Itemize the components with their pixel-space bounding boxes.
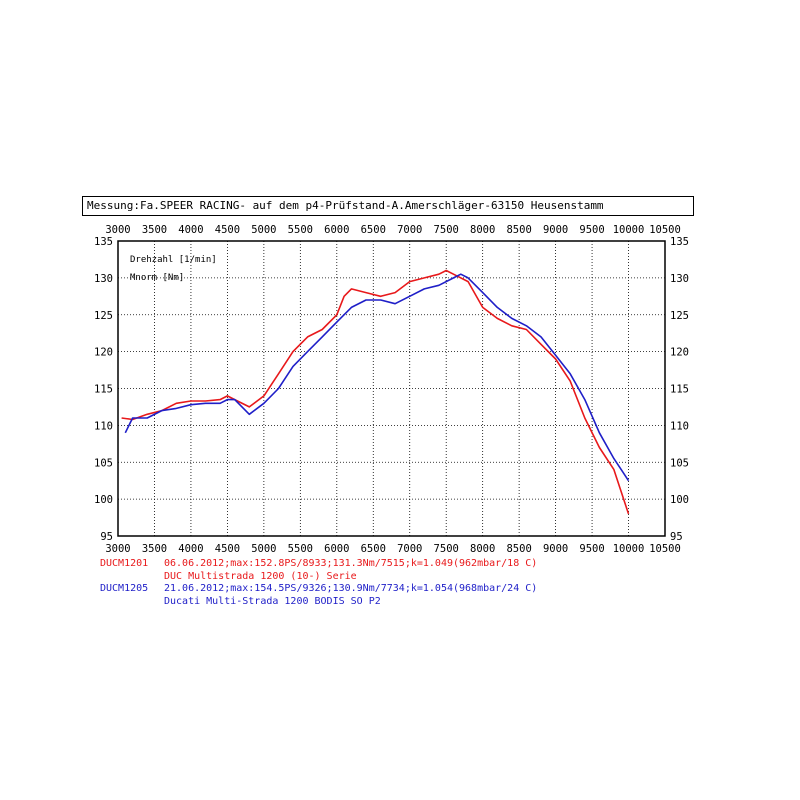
x-tick-label-top: 5000 (251, 224, 276, 236)
x-tick-label-top: 4000 (178, 224, 203, 236)
legend-run1-id: DUCM1201 (100, 558, 149, 569)
x-tick-label-bottom: 9000 (543, 543, 568, 555)
x-tick-label-bottom: 6000 (324, 543, 349, 555)
y-tick-label-left: 120 (94, 347, 113, 359)
y-tick-label-right: 120 (670, 347, 689, 359)
y-tick-label-left: 100 (94, 494, 113, 506)
y-tick-label-left: 125 (94, 310, 113, 322)
y-tick-label-right: 100 (670, 494, 689, 506)
x-tick-label-bottom: 3000 (105, 543, 130, 555)
x-tick-label-top: 6000 (324, 224, 349, 236)
x-tick-label-top: 9000 (543, 224, 568, 236)
x-tick-label-bottom: 7500 (434, 543, 459, 555)
x-tick-label-bottom: 10000 (613, 543, 645, 555)
x-tick-label-top: 6500 (361, 224, 386, 236)
y-tick-label-right: 115 (670, 384, 689, 396)
x-tick-label-top: 3000 (105, 224, 130, 236)
y-tick-label-left: 105 (94, 457, 113, 469)
x-tick-label-top: 7500 (434, 224, 459, 236)
y-tick-label-left: 130 (94, 273, 113, 285)
x-tick-label-top: 10500 (649, 224, 681, 236)
series-line-ducm1205 (124, 273, 630, 482)
measurement-title: Messung:Fa.SPEER RACING- auf dem p4-Prüf… (82, 196, 694, 216)
y-tick-label-right: 105 (670, 457, 689, 469)
y-tick-label-left: 110 (94, 420, 113, 432)
x-tick-label-bottom: 5000 (251, 543, 276, 555)
x-tick-label-top: 10000 (613, 224, 645, 236)
x-tick-label-top: 3500 (142, 224, 167, 236)
y-axis-label: Mnorm [Nm] (130, 273, 184, 283)
x-tick-label-top: 8000 (470, 224, 495, 236)
x-tick-label-bottom: 4000 (178, 543, 203, 555)
x-tick-label-bottom: 6500 (361, 543, 386, 555)
x-axis-label: Drehzahl [1/min] (130, 255, 217, 265)
x-tick-label-top: 5500 (288, 224, 313, 236)
x-tick-label-bottom: 10500 (649, 543, 681, 555)
x-tick-label-bottom: 9500 (579, 543, 604, 555)
y-tick-label-left: 115 (94, 384, 113, 396)
y-tick-label-right: 110 (670, 420, 689, 432)
legend-run2-info: 21.06.2012;max:154.5PS/9326;130.9Nm/7734… (164, 583, 538, 594)
legend-run1-info: 06.06.2012;max:152.8PS/8933;131.3Nm/7515… (164, 558, 538, 569)
series-line-ducm1201 (121, 269, 630, 515)
y-tick-label-right: 95 (670, 531, 683, 543)
legend-run1-desc: DUC Multistrada 1200 (10-) Serie (164, 570, 357, 582)
x-tick-label-bottom: 5500 (288, 543, 313, 555)
y-tick-label-right: 125 (670, 310, 689, 322)
legend-run2-desc: Ducati Multi-Strada 1200 BODIS SO P2 (164, 595, 381, 607)
x-tick-label-bottom: 4500 (215, 543, 240, 555)
y-tick-label-left: 95 (100, 531, 113, 543)
x-tick-label-bottom: 8500 (506, 543, 531, 555)
x-tick-label-bottom: 8000 (470, 543, 495, 555)
legend-run2-id: DUCM1205 (100, 583, 149, 594)
x-tick-label-top: 9500 (579, 224, 604, 236)
x-tick-label-bottom: 7000 (397, 543, 422, 555)
x-tick-label-bottom: 3500 (142, 543, 167, 555)
x-tick-label-top: 4500 (215, 224, 240, 236)
y-tick-label-left: 135 (94, 236, 113, 248)
y-tick-label-right: 130 (670, 273, 689, 285)
y-tick-label-right: 135 (670, 236, 689, 248)
x-tick-label-top: 7000 (397, 224, 422, 236)
x-tick-label-top: 8500 (506, 224, 531, 236)
